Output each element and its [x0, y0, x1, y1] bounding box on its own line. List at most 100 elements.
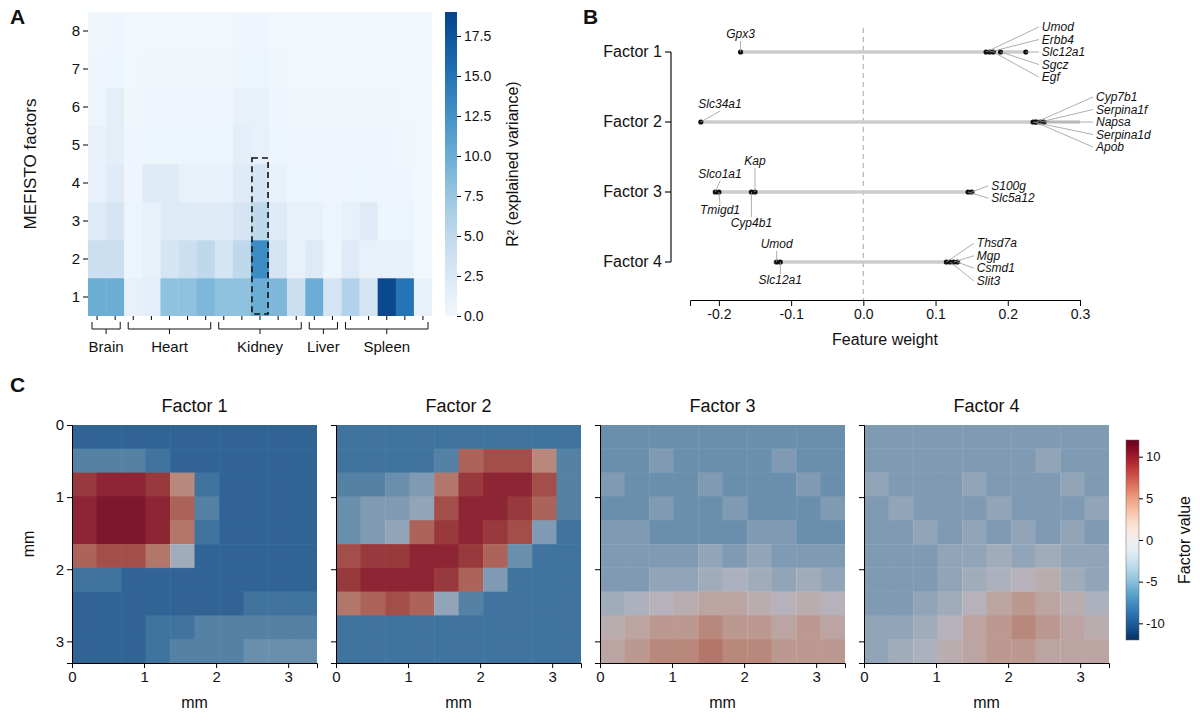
c-x-tick-label: 1: [404, 668, 412, 685]
heatmap-cell: [341, 240, 359, 278]
b-x-tick: 0.3: [1071, 300, 1091, 322]
spatial-cell: [723, 568, 748, 592]
c-y-tick-mark: [595, 641, 600, 642]
spatial-cell: [459, 639, 484, 663]
spatial-cell: [625, 425, 650, 449]
spatial-cell: [508, 592, 533, 616]
spatial-cell: [434, 639, 459, 663]
heatmap-cell: [106, 126, 124, 164]
a-y-tick-label: 5: [72, 136, 80, 153]
heatmap-cell: [197, 278, 215, 316]
spatial-cell: [1085, 496, 1110, 520]
group-bracket: [345, 322, 428, 334]
c-y-tick-mark: [595, 425, 600, 426]
heatmap-cell: [106, 12, 124, 50]
a-y-tick-label: 7: [72, 60, 80, 77]
highlight-box: [252, 158, 268, 314]
spatial-cell: [1011, 520, 1036, 544]
spatial-cell: [361, 544, 386, 568]
spatial-cell: [625, 639, 650, 663]
spatial-cell: [864, 425, 889, 449]
heatmap-cell: [142, 164, 160, 202]
spatial-cell: [385, 425, 410, 449]
spatial-cell: [1085, 473, 1110, 497]
spatial-cell: [674, 449, 699, 473]
c-y-tick: 2: [56, 561, 72, 578]
a-y-axis: 12345678: [72, 13, 89, 317]
spatial-cell: [532, 520, 557, 544]
heatmap-cell: [215, 164, 233, 202]
heatmap-cell: [287, 88, 305, 126]
heatmap-cell: [88, 126, 106, 164]
c-y-tick: [331, 497, 336, 498]
spatial-cell: [508, 615, 533, 639]
spatial-cell: [508, 425, 533, 449]
spatial-cell: [796, 473, 821, 497]
spatial-cell: [195, 615, 220, 639]
heatmap-cell: [323, 126, 341, 164]
spatial-cell: [864, 592, 889, 616]
heatmap-cell: [88, 278, 106, 316]
panel-letter: A: [10, 5, 25, 28]
c-y-axis: [331, 426, 337, 664]
c-y-tick: [595, 425, 600, 426]
panel-title: Factor 3: [689, 396, 755, 416]
spatial-panel: Factor 20123mm: [331, 396, 582, 711]
spatial-cell: [625, 592, 650, 616]
spatial-cell: [889, 520, 914, 544]
spatial-panel: Factor 40123mm: [859, 396, 1110, 711]
spatial-cell: [146, 449, 171, 473]
leader-line: [715, 181, 720, 192]
heatmap-cell: [251, 12, 269, 50]
c-x-axis-line: [601, 664, 846, 669]
spatial-cell: [459, 496, 484, 520]
gene-label: Tmigd1: [700, 203, 740, 217]
spatial-cell: [219, 592, 244, 616]
a-x-tick: [386, 316, 387, 320]
spatial-cell: [821, 520, 846, 544]
a-x-tick-mark: [205, 316, 206, 320]
spatial-cell: [1011, 639, 1036, 663]
spatial-cell: [97, 520, 122, 544]
heatmap-cell: [124, 202, 142, 240]
spatial-cell: [913, 496, 938, 520]
spatial-cell: [938, 615, 963, 639]
heatmap-cell: [179, 240, 197, 278]
spatial-cell: [72, 520, 97, 544]
spatial-cell: [385, 639, 410, 663]
spatial-cell: [483, 639, 508, 663]
spatial-cell: [508, 639, 533, 663]
spatial-cell: [434, 592, 459, 616]
spatial-cell: [195, 425, 220, 449]
a-x-tick-mark: [404, 316, 405, 320]
a-y-tick-label: 2: [72, 250, 80, 267]
heatmap-cell: [251, 202, 269, 240]
heatmap-cell: [233, 126, 251, 164]
panel-letter: C: [10, 373, 25, 396]
spatial-cell: [864, 568, 889, 592]
heatmap-cell: [287, 240, 305, 278]
heatmap-cell: [323, 278, 341, 316]
spatial-cell: [532, 615, 557, 639]
c-x-tick-label: 3: [549, 668, 557, 685]
spatial-cell: [821, 615, 846, 639]
spatial-cell: [723, 473, 748, 497]
leader-line: [990, 40, 1039, 53]
a-x-tick-mark: [187, 316, 188, 320]
c-y-tick: [859, 425, 864, 426]
group-label: Kidney: [237, 338, 283, 355]
spatial-cell: [410, 520, 435, 544]
a-x-tick: [169, 316, 170, 320]
spatial-cell: [268, 496, 293, 520]
heatmap-cell: [305, 126, 323, 164]
spatial-cell: [723, 639, 748, 663]
a-y-tick: 8: [72, 22, 88, 39]
heatmap-cell: [160, 88, 178, 126]
spatial-cell: [459, 615, 484, 639]
spatial-cell: [557, 544, 582, 568]
spatial-cell: [483, 473, 508, 497]
spatial-cell: [385, 592, 410, 616]
heatmap-cell: [233, 12, 251, 50]
spatial-cell: [244, 449, 269, 473]
heatmap-cell: [124, 12, 142, 50]
